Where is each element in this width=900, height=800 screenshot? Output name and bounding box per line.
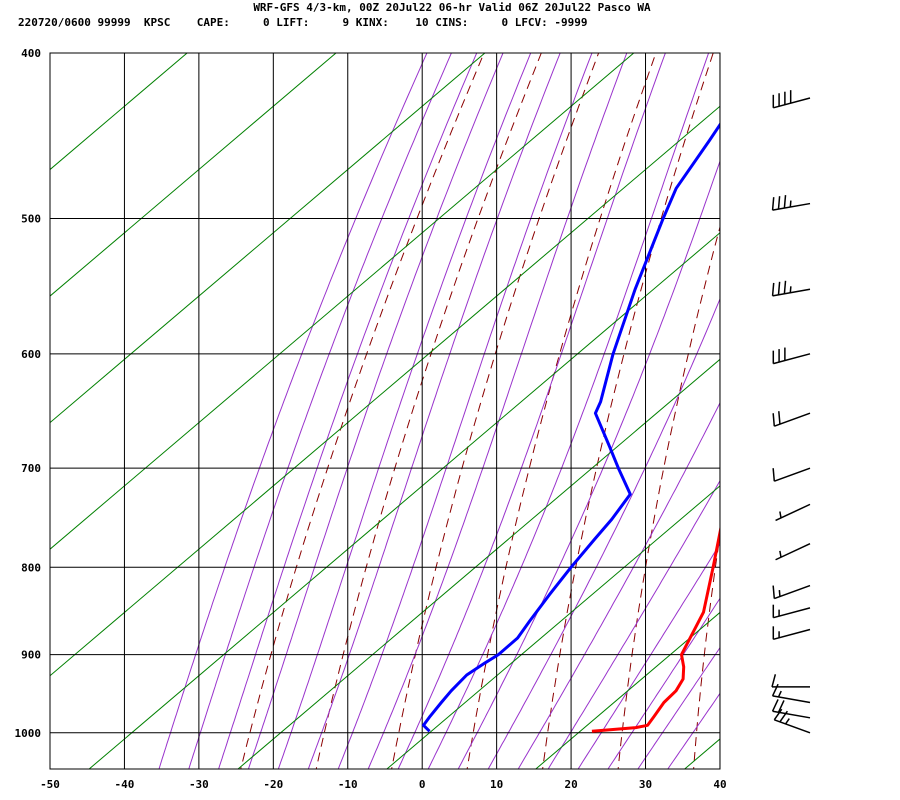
dewpoint-profile [422,122,720,733]
barb-flag [777,700,785,713]
barb-flag [771,674,777,688]
plot-frame [49,52,721,770]
moist-adiabat [188,53,452,769]
wind-barb [771,674,810,688]
barb-half-flag [789,286,792,293]
y-tick-label: 600 [21,348,41,361]
profiles [422,122,720,733]
grid [49,52,721,769]
barb-flag [772,585,776,599]
moist-adiabat [487,297,720,769]
x-tick-label: 20 [564,778,577,791]
barb-flag [777,281,781,295]
barb-flag [771,699,779,712]
x-tick-label: 10 [490,778,503,791]
mixing-ratio-line [88,232,720,769]
wind-barb [772,584,811,600]
barb-half-flag [779,550,782,558]
axis-tick-labels: -50 -40 -30 -20 -10 0 10 20 30 40 400 500 600 700 800 9… [15,47,727,791]
wind-barb [772,347,811,365]
x-tick-label: 0 [419,778,426,791]
wind-barb [772,90,811,109]
moist-adiabat [667,692,720,769]
barb-half-flag [779,511,782,519]
barb-staff [774,467,811,482]
y-tick-label: 900 [21,649,41,662]
moist-adiabat [457,159,720,769]
barb-flag [771,683,779,697]
barb-flag [777,196,781,210]
barb-flag [783,280,787,294]
barb-half-flag [789,200,792,208]
barb-staff [774,719,811,734]
dry-adiabat [693,532,720,769]
y-tick-label: 700 [21,462,41,475]
moist-adiabat [158,53,428,769]
moist-adiabat [247,53,504,769]
barb-flag [783,195,787,209]
barb-half-flag [777,690,782,698]
moist-adiabat [367,53,628,769]
moist-adiabat [547,479,720,769]
barb-flag [773,708,783,721]
moist-adiabat [637,646,720,769]
x-tick-label: 40 [713,778,726,791]
dry-adiabat [466,53,657,769]
moist-adiabat [277,53,532,769]
wind-barb [771,699,811,719]
wind-barb [772,467,811,482]
wind-barbs [771,90,811,734]
temperature-profile [591,524,720,733]
x-tick-label: -10 [338,778,358,791]
dry-adiabat [391,53,600,769]
y-tick-label: 500 [21,213,41,226]
x-tick-label: -30 [189,778,209,791]
wind-barb [772,411,811,427]
mixing-ratio-line [237,358,720,769]
mixing-ratio-line [684,738,720,769]
station-info: 220720/0600 99999 KPSC CAPE: 0 LIFT: 9 K… [18,16,588,29]
barb-half-flag [784,718,790,725]
barb-staff [772,695,811,704]
moist-adiabat [427,53,710,769]
barb-half-flag [778,589,781,597]
y-tick-label: 1000 [15,727,42,740]
barb-flag [771,197,775,211]
x-tick-label: -20 [263,778,283,791]
moist-adiabat [337,53,593,769]
barb-flag [771,282,775,296]
moist-adiabat [218,53,478,769]
wind-barb [775,543,811,561]
wind-barb [771,195,811,211]
dry-adiabat [240,53,485,769]
moist-adiabat [397,53,666,769]
barb-flag [778,411,781,425]
x-tick-label: -50 [40,778,60,791]
background-lines [50,0,900,776]
dry-adiabat [845,53,900,776]
x-tick-label: 30 [639,778,652,791]
moist-adiabat [577,542,720,769]
moist-adiabat [607,597,720,769]
barb-flag [772,468,776,482]
dry-adiabat [617,225,720,769]
y-tick-label: 800 [21,561,41,574]
wind-barb [771,280,811,297]
moist-adiabat [517,401,720,769]
barb-flag [772,413,776,427]
y-tick-label: 400 [21,47,41,60]
wind-barb [772,604,811,619]
mixing-ratio-line [535,611,720,769]
chart-title: WRF-GFS 4/3-km, 00Z 20Jul22 06-hr Valid … [253,1,651,14]
moist-adiabat [307,53,561,769]
x-tick-label: -40 [115,778,135,791]
wind-barb [771,683,811,704]
dry-adiabat [769,53,885,776]
dry-adiabat [315,53,542,769]
wind-barb [772,626,811,641]
mixing-ratio-line [834,0,900,769]
wind-barb [775,503,811,522]
